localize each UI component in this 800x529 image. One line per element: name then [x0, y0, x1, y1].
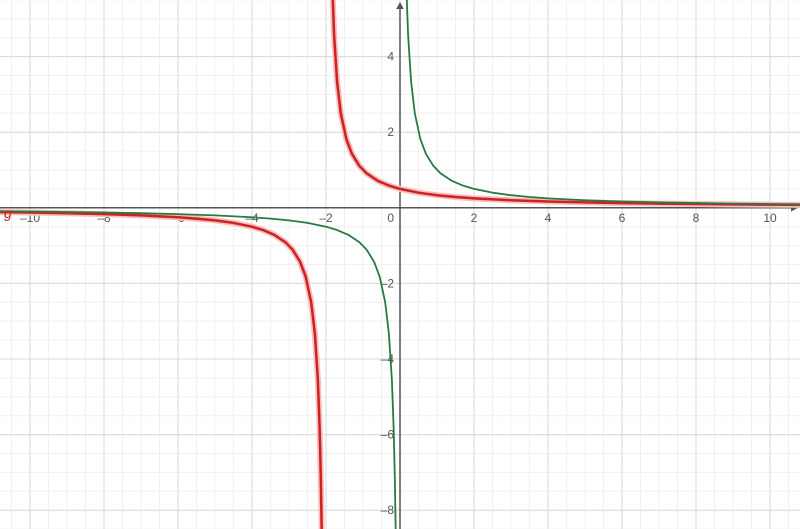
svg-text:10: 10 [763, 211, 777, 225]
legend-label-g: g [4, 205, 12, 221]
svg-text:2: 2 [471, 211, 478, 225]
svg-text:–2: –2 [319, 211, 333, 225]
svg-text:4: 4 [387, 50, 394, 64]
svg-text:–4: –4 [381, 352, 395, 366]
svg-text:–8: –8 [381, 503, 395, 517]
svg-text:4: 4 [545, 211, 552, 225]
origin-label: 0 [387, 211, 394, 225]
svg-text:2: 2 [387, 125, 394, 139]
coordinate-plane-chart: –10–8–6–4–2246810–8–6–4–2240g [0, 0, 800, 529]
svg-text:6: 6 [619, 211, 626, 225]
svg-text:–6: –6 [381, 428, 395, 442]
svg-text:8: 8 [693, 211, 700, 225]
